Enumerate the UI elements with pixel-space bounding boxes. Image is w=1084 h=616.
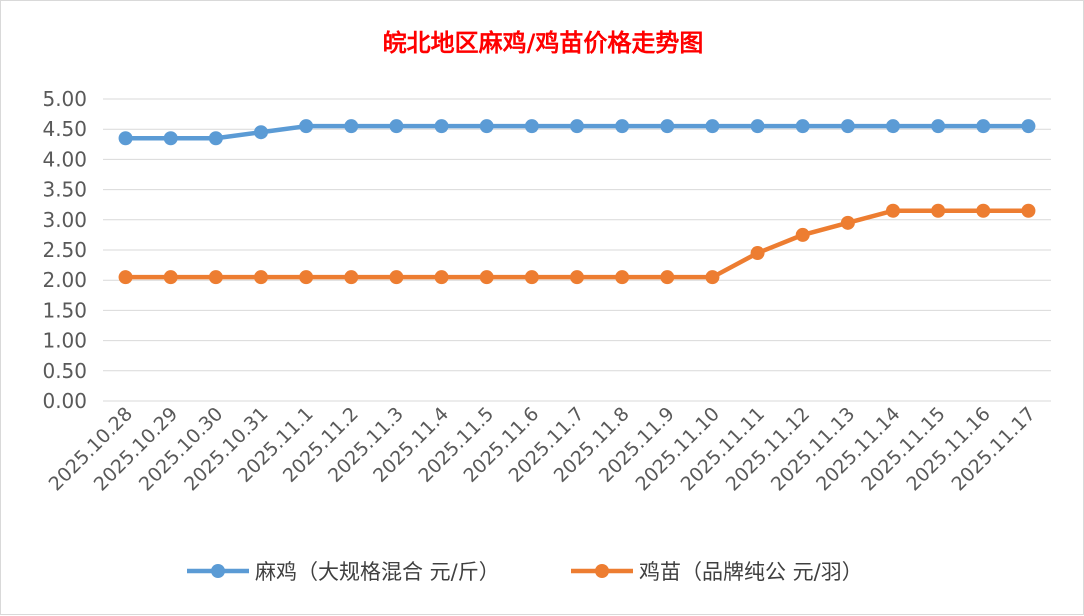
y-tick-label: 3.50 <box>42 178 87 202</box>
data-point <box>1021 119 1036 134</box>
gridlines <box>103 98 1051 402</box>
data-point <box>163 131 178 146</box>
legend-marker <box>595 564 609 578</box>
data-point <box>976 119 991 134</box>
y-tick-label: 1.00 <box>42 329 87 353</box>
data-point <box>389 119 404 134</box>
data-point <box>705 119 720 134</box>
data-point <box>931 203 946 218</box>
y-tick-label: 4.00 <box>42 147 87 171</box>
data-point <box>840 215 855 230</box>
series-line <box>125 208 1029 280</box>
y-tick-label: 0.50 <box>42 359 87 383</box>
y-tick-label: 0.00 <box>42 389 87 413</box>
data-point <box>615 270 630 285</box>
y-tick-label: 1.50 <box>42 298 87 322</box>
data-point <box>931 119 946 134</box>
legend-entry: 鸡苗（品牌纯公 元/羽） <box>571 560 863 584</box>
data-point <box>389 270 404 285</box>
chart-title: 皖北地区麻鸡/鸡苗价格走势图 <box>383 29 704 57</box>
data-point <box>434 270 449 285</box>
data-point <box>299 270 314 285</box>
y-tick-label: 3.00 <box>42 208 87 232</box>
data-point <box>479 270 494 285</box>
data-point <box>886 119 900 134</box>
y-axis: 0.00 0.50 1.00 1.50 2.00 2.50 3.00 3.50 4.00 4.50… <box>42 87 87 413</box>
data-point <box>118 131 133 146</box>
data-point <box>344 119 359 134</box>
legend-entry: 麻鸡（大规格混合 元/斤） <box>187 560 500 584</box>
data-point <box>705 270 720 285</box>
data-point <box>615 119 630 134</box>
data-point <box>208 131 223 146</box>
legend-label: 麻鸡（大规格混合 元/斤） <box>255 560 500 584</box>
data-point <box>163 270 178 285</box>
data-point <box>570 270 584 285</box>
legend: 麻鸡（大规格混合 元/斤） 鸡苗（品牌纯公 元/羽） <box>187 560 863 584</box>
data-point <box>886 203 900 218</box>
data-point <box>254 270 268 285</box>
series-1 <box>118 119 1036 146</box>
series-layer <box>118 119 1036 285</box>
y-tick-label: 5.00 <box>42 87 87 111</box>
data-point <box>1021 203 1036 218</box>
data-point <box>208 270 223 285</box>
y-tick-label: 4.50 <box>42 117 87 141</box>
data-point <box>750 119 765 134</box>
data-point <box>660 270 675 285</box>
data-point <box>344 270 359 285</box>
data-point <box>254 125 268 140</box>
data-point <box>524 270 539 285</box>
y-tick-label: 2.00 <box>42 268 87 292</box>
data-point <box>795 227 810 242</box>
data-point <box>434 119 449 134</box>
y-tick-label: 2.50 <box>42 238 87 262</box>
legend-marker <box>211 564 225 578</box>
legend-label: 鸡苗（品牌纯公 元/羽） <box>639 560 863 584</box>
data-point <box>118 270 133 285</box>
data-point <box>479 119 494 134</box>
data-point <box>795 119 810 134</box>
data-point <box>570 119 584 134</box>
data-point <box>976 203 991 218</box>
x-axis: 2025.10.282025.10.292025.10.302025.10.31… <box>45 403 1040 495</box>
data-point <box>750 246 765 261</box>
data-point <box>524 119 539 134</box>
series-2 <box>118 203 1036 285</box>
data-point <box>840 119 855 134</box>
data-point <box>299 119 314 134</box>
data-point <box>660 119 675 134</box>
